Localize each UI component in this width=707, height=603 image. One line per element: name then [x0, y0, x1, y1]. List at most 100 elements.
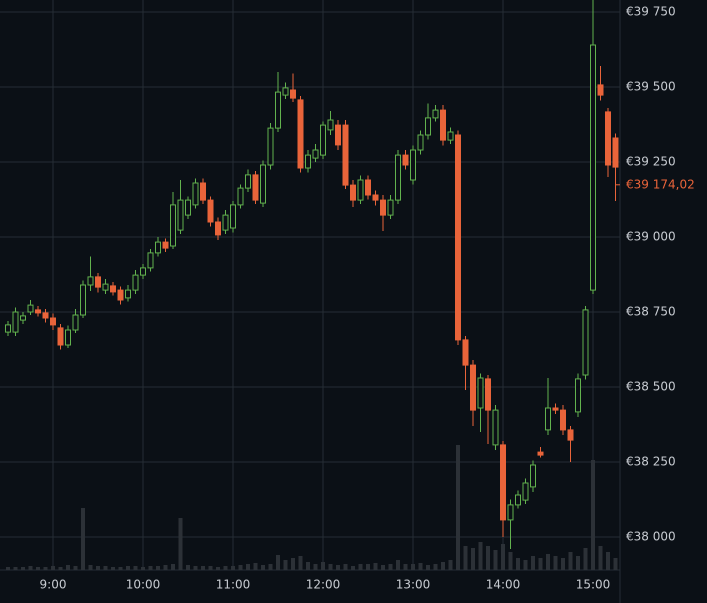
volume-bar — [351, 566, 355, 570]
candle-body — [95, 276, 101, 288]
volume-bar — [606, 552, 610, 570]
volume-bar — [463, 546, 468, 570]
volume-bar — [418, 563, 423, 570]
volume-bar — [201, 566, 205, 570]
candle-body — [597, 84, 604, 96]
volume-bar — [523, 560, 528, 570]
volume-bar — [261, 565, 265, 570]
candle-body — [530, 464, 536, 488]
candle-body — [177, 199, 184, 231]
volume-bar — [546, 554, 550, 570]
volume-bar — [426, 565, 430, 570]
candle-body — [252, 174, 259, 201]
volume-bar — [13, 567, 18, 570]
candle-body — [335, 124, 341, 146]
x-tick-label: 10:00 — [126, 578, 161, 592]
candle-body — [80, 284, 86, 316]
candle-body — [380, 199, 386, 216]
candle-body — [590, 44, 596, 291]
volume-bar — [388, 564, 393, 570]
candle-body — [575, 378, 581, 413]
candle-body — [447, 131, 454, 141]
candle-body — [215, 221, 221, 236]
candle-body — [432, 109, 439, 119]
candle-body — [87, 276, 94, 286]
candle-body — [462, 339, 469, 366]
candle-body — [305, 154, 311, 169]
candle-body — [515, 494, 521, 506]
volume-bar — [321, 562, 325, 570]
volume-bar — [501, 544, 505, 570]
candle-body — [417, 134, 424, 151]
candle-body — [27, 304, 34, 313]
candle-body — [35, 309, 41, 314]
candle-body — [125, 289, 131, 299]
volume-bar — [178, 518, 183, 570]
volume-bar — [396, 560, 400, 570]
volume-bar — [111, 567, 115, 570]
candle-body — [140, 267, 146, 276]
x-tick-label: 9:00 — [40, 578, 67, 592]
candle-body — [492, 409, 499, 446]
candle-body — [267, 127, 274, 166]
volume-bar — [381, 565, 385, 570]
candle-body — [12, 311, 19, 333]
volume-bar — [493, 550, 498, 570]
volume-bar — [591, 460, 595, 570]
volume-bar — [148, 566, 153, 570]
volume-bar — [193, 566, 198, 570]
candle-body — [200, 182, 206, 201]
candle-body — [185, 199, 191, 216]
volume-bar — [66, 565, 70, 570]
volume-bar — [156, 566, 160, 570]
candle-body — [485, 378, 491, 411]
volume-bar — [246, 564, 250, 570]
candle-body — [560, 409, 566, 431]
y-tick-label: €39 250 — [626, 155, 676, 169]
candle-body — [50, 317, 56, 326]
candle-body — [72, 314, 79, 331]
volume-bar — [73, 566, 78, 570]
volume-bar — [403, 564, 408, 570]
candle-body — [342, 124, 349, 186]
candle-body — [290, 89, 296, 99]
y-tick-label: €38 750 — [626, 305, 676, 319]
candle-body — [357, 179, 364, 201]
candle-body — [470, 364, 476, 411]
volume-bar — [471, 548, 475, 570]
volume-bar — [576, 556, 580, 570]
volume-bar — [313, 564, 318, 570]
candle-body — [297, 99, 304, 169]
candle-body — [5, 324, 11, 333]
volume-bar — [208, 566, 213, 570]
x-tick-label: 11:00 — [216, 578, 251, 592]
candle-body — [605, 111, 611, 166]
volume-bar — [441, 562, 445, 570]
volume-bar — [598, 546, 603, 570]
volume-bar — [306, 562, 310, 570]
y-tick-label: €38 250 — [626, 455, 676, 469]
candle-body — [20, 315, 26, 321]
volume-bar — [583, 548, 588, 570]
y-tick-label: €39 000 — [626, 230, 676, 244]
volume-bar — [118, 567, 123, 570]
volume-bar — [96, 566, 100, 570]
volume-bar — [133, 566, 138, 570]
candle-body — [222, 214, 229, 231]
y-tick-label: €38 500 — [626, 380, 676, 394]
volume-bar — [88, 565, 93, 570]
candle-body — [365, 179, 371, 196]
candle-body — [282, 87, 289, 96]
volume-bar — [336, 565, 340, 570]
volume-bar — [186, 565, 190, 570]
volume-bar — [613, 558, 618, 570]
volume-bar — [43, 567, 48, 570]
volume-bar — [568, 552, 573, 570]
candle-body — [507, 504, 514, 521]
candle-body — [245, 174, 251, 189]
volume-bar — [141, 567, 145, 570]
candle-body — [500, 444, 506, 521]
volume-bar — [411, 564, 415, 570]
candle-body — [65, 329, 71, 346]
volume-bar — [238, 565, 243, 570]
